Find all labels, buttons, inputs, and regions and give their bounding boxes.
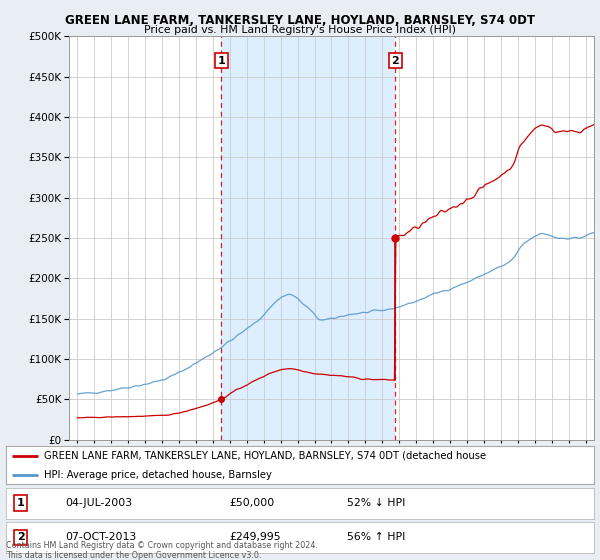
Text: £249,995: £249,995 [229, 533, 281, 542]
Text: 1: 1 [17, 498, 25, 508]
Text: £50,000: £50,000 [229, 498, 275, 508]
Text: 52% ↓ HPI: 52% ↓ HPI [347, 498, 406, 508]
Text: Price paid vs. HM Land Registry's House Price Index (HPI): Price paid vs. HM Land Registry's House … [144, 25, 456, 35]
Text: HPI: Average price, detached house, Barnsley: HPI: Average price, detached house, Barn… [44, 470, 272, 480]
Text: GREEN LANE FARM, TANKERSLEY LANE, HOYLAND, BARNSLEY, S74 0DT (detached house: GREEN LANE FARM, TANKERSLEY LANE, HOYLAN… [44, 451, 487, 461]
Text: 2: 2 [391, 55, 399, 66]
Text: 1: 1 [218, 55, 225, 66]
Text: GREEN LANE FARM, TANKERSLEY LANE, HOYLAND, BARNSLEY, S74 0DT: GREEN LANE FARM, TANKERSLEY LANE, HOYLAN… [65, 14, 535, 27]
Text: 56% ↑ HPI: 56% ↑ HPI [347, 533, 406, 542]
Text: 04-JUL-2003: 04-JUL-2003 [65, 498, 132, 508]
Text: 07-OCT-2013: 07-OCT-2013 [65, 533, 136, 542]
Bar [221, 36, 395, 440]
Text: 2: 2 [17, 533, 25, 542]
Text: Contains HM Land Registry data © Crown copyright and database right 2024.
This d: Contains HM Land Registry data © Crown c… [6, 540, 318, 560]
